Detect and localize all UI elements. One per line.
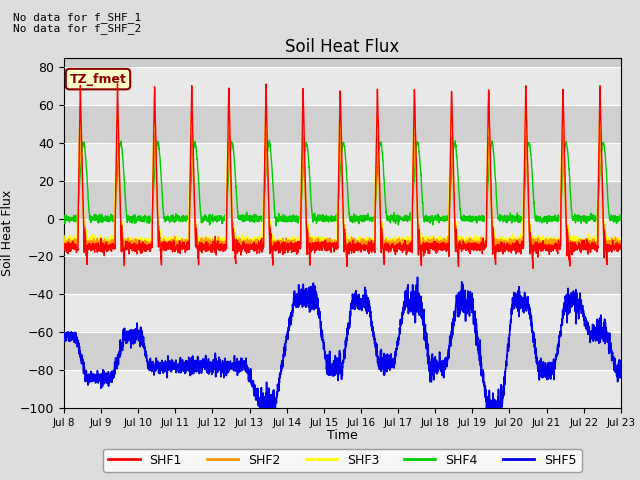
Bar [64, 256, 621, 294]
Y-axis label: Soil Heat Flux: Soil Heat Flux [1, 190, 14, 276]
Bar [64, 218, 621, 256]
Bar [64, 370, 621, 408]
Text: No data for f_SHF_1: No data for f_SHF_1 [13, 12, 141, 23]
X-axis label: Time: Time [327, 429, 358, 442]
Text: TZ_fmet: TZ_fmet [70, 72, 127, 85]
Bar [64, 180, 621, 218]
Bar [64, 105, 621, 143]
Bar [64, 143, 621, 180]
Bar [64, 67, 621, 105]
Legend: SHF1, SHF2, SHF3, SHF4, SHF5: SHF1, SHF2, SHF3, SHF4, SHF5 [103, 449, 582, 472]
Text: No data for f_SHF_2: No data for f_SHF_2 [13, 23, 141, 34]
Title: Soil Heat Flux: Soil Heat Flux [285, 38, 399, 56]
Bar [64, 294, 621, 332]
Bar [64, 332, 621, 370]
